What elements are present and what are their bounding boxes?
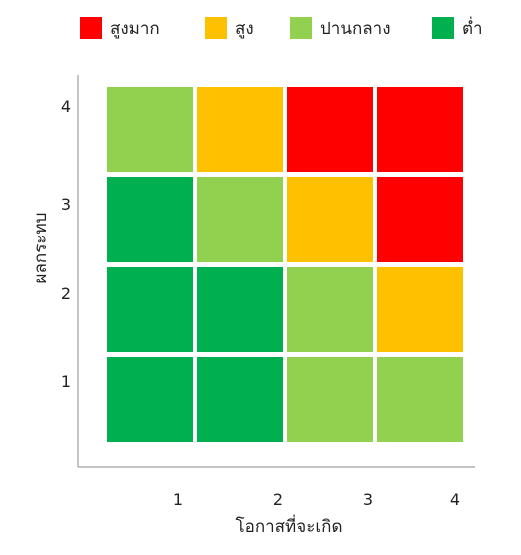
legend-label-high: สูง <box>235 19 254 39</box>
legend-label-low: ต่ำ <box>462 16 483 39</box>
cell-x4-y1 <box>377 357 463 442</box>
legend-label-medium: ปานกลาง <box>320 19 391 39</box>
tick-labels: 1 2 3 4 1 2 3 4 <box>61 97 460 509</box>
cell-x2-y4 <box>197 87 283 172</box>
y-tick-label-3: 3 <box>61 195 71 214</box>
x-tick-label-3: 3 <box>363 490 373 509</box>
axes <box>77 75 475 468</box>
cell-x1-y4 <box>107 87 193 172</box>
matrix-cells <box>107 87 463 442</box>
x-tick-label-1: 1 <box>173 490 183 509</box>
cell-x1-y2 <box>107 267 193 352</box>
legend-label-very_high: สูงมาก <box>110 19 160 39</box>
legend-swatch-low <box>432 17 454 39</box>
y-tick-label-1: 1 <box>61 372 71 391</box>
cell-x3-y3 <box>287 177 373 262</box>
cell-x3-y2 <box>287 267 373 352</box>
legend-swatch-very_high <box>80 17 102 39</box>
x-axis-title: โอกาสที่จะเกิด <box>236 514 343 537</box>
x-tick-label-4: 4 <box>450 490 460 509</box>
cell-x2-y2 <box>197 267 283 352</box>
cell-x2-y1 <box>197 357 283 442</box>
cell-x4-y3 <box>377 177 463 262</box>
cell-x4-y4 <box>377 87 463 172</box>
y-axis-title: ผลกระทบ <box>31 213 51 284</box>
cell-x2-y3 <box>197 177 283 262</box>
cell-x4-y2 <box>377 267 463 352</box>
cell-x3-y1 <box>287 357 373 442</box>
legend-swatch-high <box>205 17 227 39</box>
legend: สูงมาก สูง ปานกลาง ต่ำ <box>80 16 483 39</box>
cell-x3-y4 <box>287 87 373 172</box>
y-tick-label-4: 4 <box>61 97 71 116</box>
y-tick-label-2: 2 <box>61 284 71 303</box>
legend-swatch-medium <box>290 17 312 39</box>
cell-x1-y3 <box>107 177 193 262</box>
x-tick-label-2: 2 <box>273 490 283 509</box>
cell-x1-y1 <box>107 357 193 442</box>
